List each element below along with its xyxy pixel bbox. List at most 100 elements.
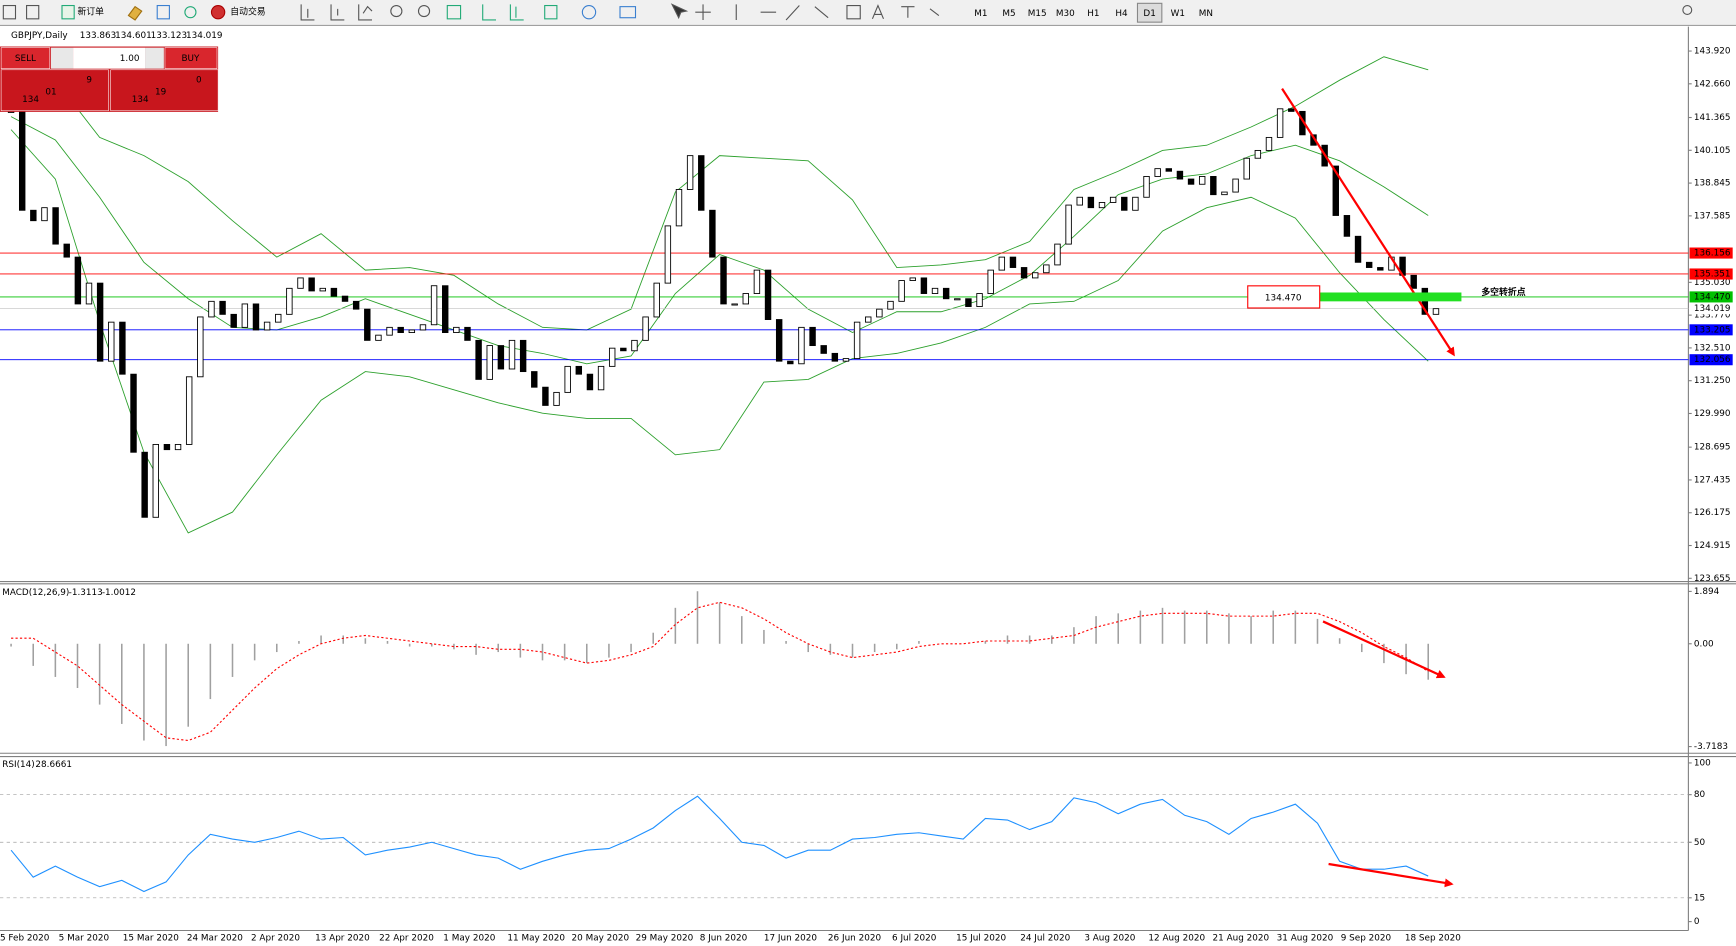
macd-signal-line xyxy=(11,601,1429,742)
date-label: 26 Jun 2020 xyxy=(828,934,882,944)
price-big: 134 xyxy=(132,95,149,105)
level-label: 134.470 xyxy=(1694,292,1731,302)
price-box[interactable] xyxy=(110,69,219,112)
candle xyxy=(531,371,538,388)
candle xyxy=(876,308,883,318)
lot-down[interactable] xyxy=(50,47,74,69)
buy-button[interactable] xyxy=(164,47,218,69)
candle xyxy=(564,365,571,393)
price-small: 0 xyxy=(196,75,202,85)
candle xyxy=(931,287,939,294)
icon[interactable] xyxy=(210,4,226,20)
price-box[interactable] xyxy=(0,69,109,112)
price-tick-label: 133.770 xyxy=(1694,311,1731,321)
candle xyxy=(1109,196,1117,203)
candle xyxy=(842,358,850,362)
icon[interactable] xyxy=(544,4,558,20)
timeframe-button[interactable]: M5 xyxy=(1002,9,1015,19)
candle xyxy=(698,155,705,211)
chart-title: GBPJPY,Daily xyxy=(11,31,68,41)
candle xyxy=(887,300,894,310)
timeframe-button[interactable]: W1 xyxy=(1171,9,1185,19)
timeframe-button[interactable]: M30 xyxy=(1056,9,1075,19)
level-label: 133.205 xyxy=(1694,325,1731,335)
candle xyxy=(108,321,115,362)
candle xyxy=(954,298,961,301)
icon[interactable] xyxy=(2,4,17,20)
icon[interactable] xyxy=(300,4,373,21)
icon[interactable] xyxy=(619,6,637,19)
toolbar-button[interactable]: 自动交易 xyxy=(230,6,265,18)
icon[interactable] xyxy=(156,4,170,20)
candle xyxy=(720,256,727,305)
candle xyxy=(809,326,816,347)
timeframe-button[interactable]: D1 xyxy=(1143,9,1155,19)
candle xyxy=(241,303,249,328)
level-label: 135.351 xyxy=(1694,269,1731,279)
candle xyxy=(1176,170,1184,180)
icon[interactable] xyxy=(1682,4,1693,15)
price-big: 134 xyxy=(22,95,39,105)
candle xyxy=(1254,149,1262,159)
toolbar-button[interactable]: 新订单 xyxy=(78,6,105,18)
price-tick-label: 123.655 xyxy=(1694,574,1731,584)
candle xyxy=(1243,157,1250,180)
timeframe-button[interactable]: M1 xyxy=(974,9,987,19)
candle xyxy=(442,285,449,334)
candle xyxy=(942,287,950,300)
candle xyxy=(1043,264,1050,274)
level-label-box xyxy=(1689,291,1733,303)
icon[interactable] xyxy=(127,5,143,21)
icon[interactable] xyxy=(482,4,524,21)
timeframe-button[interactable]: H1 xyxy=(1087,9,1099,19)
timeframe-button[interactable]: MN xyxy=(1199,9,1213,19)
bollinger-lower xyxy=(10,129,1429,534)
icon[interactable] xyxy=(871,4,885,20)
candle xyxy=(1032,272,1039,279)
candle xyxy=(753,269,761,294)
candle xyxy=(41,207,48,222)
candle xyxy=(464,326,471,341)
lot-up[interactable] xyxy=(145,47,164,69)
candle xyxy=(219,300,226,315)
timeframe-button[interactable]: M15 xyxy=(1028,9,1047,19)
icon[interactable] xyxy=(670,3,689,20)
price-tick-label: 129.990 xyxy=(1694,409,1731,419)
icon[interactable] xyxy=(26,4,40,20)
turning-point-box xyxy=(1247,285,1321,309)
date-label: 12 Aug 2020 xyxy=(1148,934,1205,944)
candle xyxy=(453,326,460,334)
lot-value: 1.00 xyxy=(120,54,140,64)
candle xyxy=(208,300,215,318)
candle xyxy=(653,282,660,318)
candle xyxy=(787,360,794,365)
candle xyxy=(341,295,349,302)
candle xyxy=(230,313,237,328)
candle xyxy=(798,326,805,365)
date-label: 18 Sep 2020 xyxy=(1405,934,1461,944)
candle xyxy=(1187,178,1195,185)
icon[interactable] xyxy=(446,4,462,20)
candle xyxy=(1332,165,1339,216)
candle xyxy=(63,243,70,258)
sell-button[interactable] xyxy=(0,47,51,69)
icon[interactable] xyxy=(390,4,403,18)
icon[interactable] xyxy=(417,4,431,18)
candle xyxy=(430,285,438,326)
date-label: 5 Mar 2020 xyxy=(59,934,110,944)
candle xyxy=(286,287,293,315)
icon[interactable] xyxy=(581,4,597,20)
icon[interactable] xyxy=(61,4,75,20)
candle xyxy=(1154,168,1161,177)
candle xyxy=(419,324,427,331)
timeframe-button[interactable]: H4 xyxy=(1115,9,1128,19)
icon[interactable] xyxy=(695,4,940,21)
rsi-tick-label: 100 xyxy=(1694,758,1711,768)
price-tick-label: 131.250 xyxy=(1694,376,1731,386)
icon[interactable] xyxy=(184,6,197,19)
lot-input[interactable] xyxy=(73,47,146,69)
candle xyxy=(1198,176,1206,185)
candle xyxy=(1076,196,1083,206)
rsi-tick-label: 80 xyxy=(1694,790,1706,800)
